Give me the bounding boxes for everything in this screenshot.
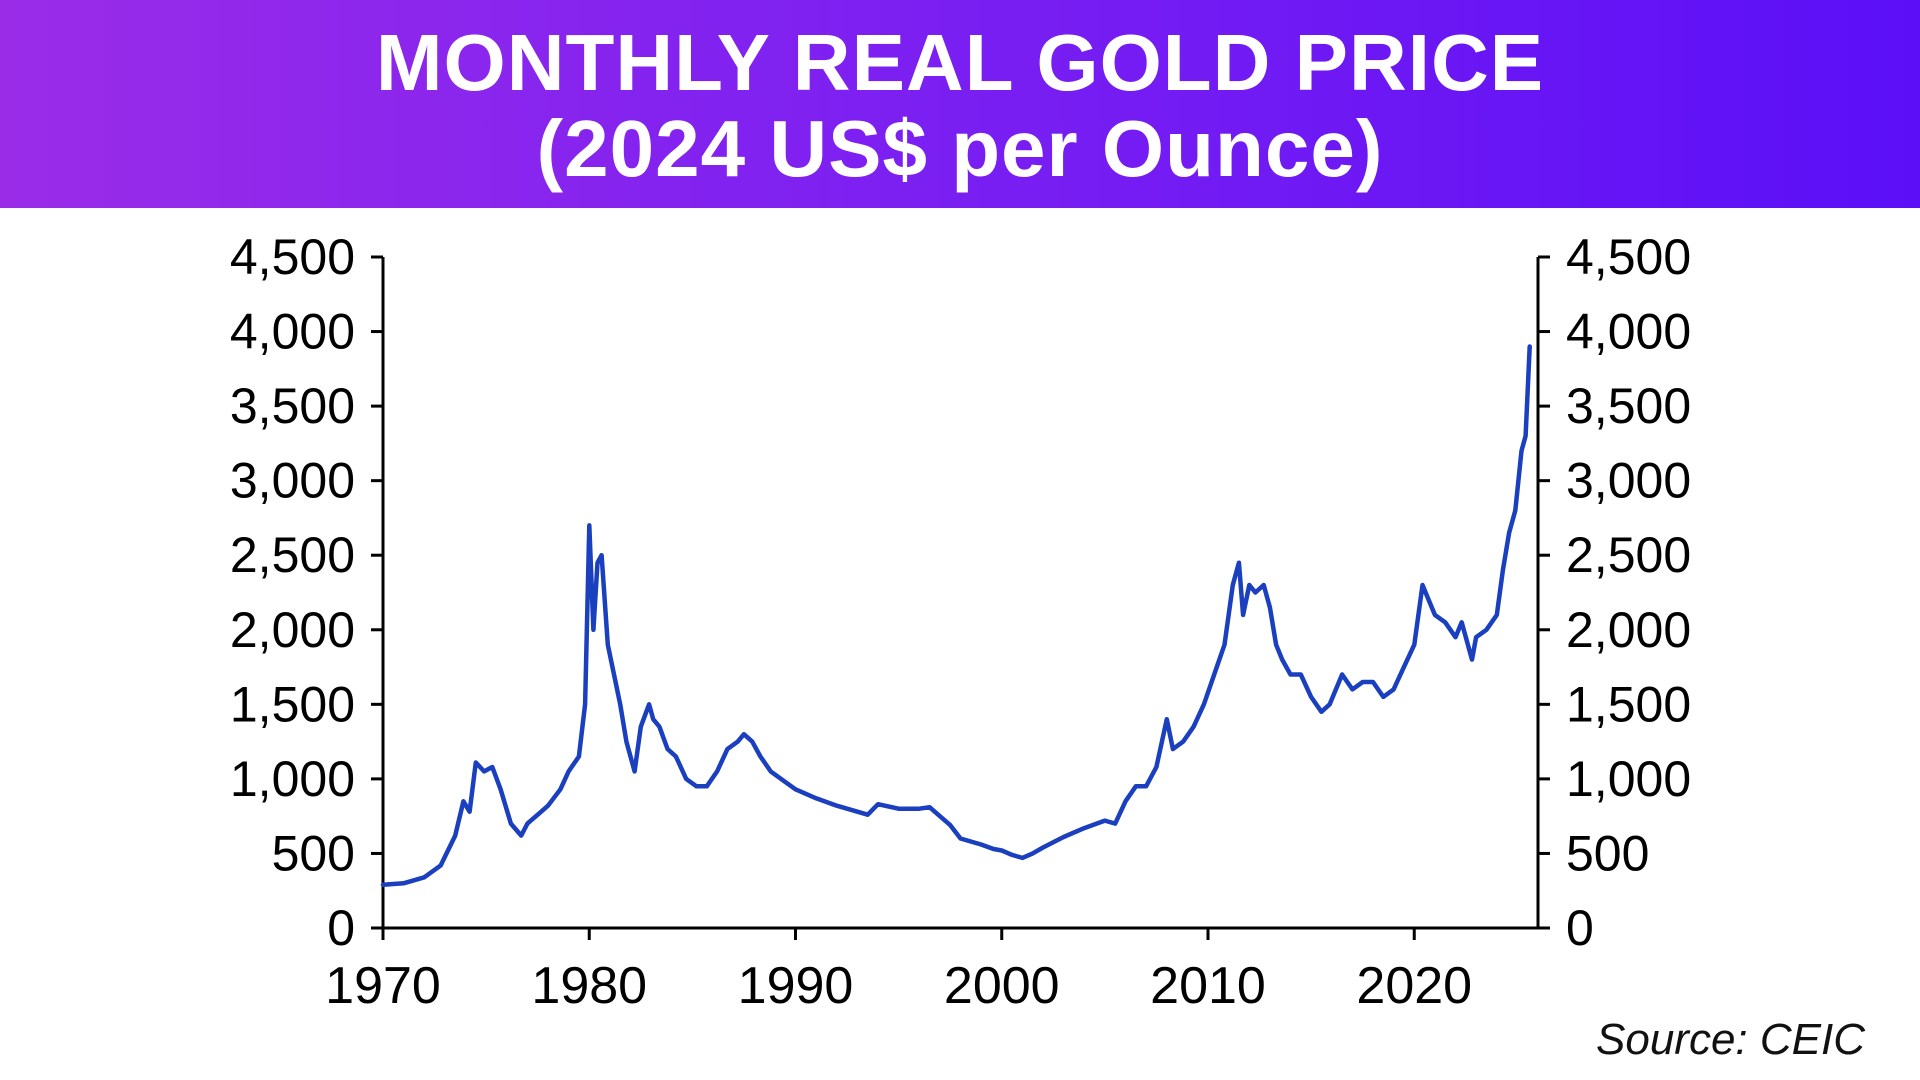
y-tick-label-right: 0 xyxy=(1566,900,1594,956)
y-tick-label-right: 1,500 xyxy=(1566,676,1691,732)
y-tick-label-left: 4,500 xyxy=(230,229,355,285)
x-tick-label: 2010 xyxy=(1150,957,1266,1015)
series-line-real-gold-price xyxy=(380,344,1532,888)
y-tick-label-left: 0 xyxy=(327,900,355,956)
chart-title-line2: (2024 US$ per Ounce) xyxy=(536,104,1384,193)
y-tick-label-right: 3,500 xyxy=(1566,378,1691,434)
y-tick-label-left: 1,500 xyxy=(230,676,355,732)
y-tick-label-right: 4,000 xyxy=(1566,304,1691,360)
y-tick-label-left: 3,000 xyxy=(230,453,355,509)
gold-price-chart: 0 0 500 500 1,000 1,000 1,500 1,500 2,000 2,000 2,… xyxy=(230,229,1691,1015)
title-banner: MONTHLY REAL GOLD PRICE (2024 US$ per Ou… xyxy=(0,0,1920,208)
x-tick-label: 2020 xyxy=(1356,957,1472,1015)
y-tick-label-right: 4,500 xyxy=(1566,229,1691,285)
y-tick-label-left: 500 xyxy=(272,825,355,881)
y-tick-label-right: 3,000 xyxy=(1566,453,1691,509)
y-tick-label-left: 4,000 xyxy=(230,304,355,360)
chart-title-line1: MONTHLY REAL GOLD PRICE xyxy=(375,18,1545,107)
y-tick-label-left: 3,500 xyxy=(230,378,355,434)
source-note: Source: CEIC xyxy=(1596,1015,1865,1064)
x-tick-label: 2000 xyxy=(944,957,1060,1015)
x-tick-label: 1990 xyxy=(738,957,854,1015)
y-tick-label-right: 2,000 xyxy=(1566,602,1691,658)
y-tick-label-right: 2,500 xyxy=(1566,527,1691,583)
x-tick-label: 1980 xyxy=(531,957,647,1015)
y-tick-label-left: 2,000 xyxy=(230,602,355,658)
y-tick-label-right: 500 xyxy=(1566,825,1649,881)
y-tick-label-left: 1,000 xyxy=(230,751,355,807)
x-tick-label: 1970 xyxy=(325,957,441,1015)
y-tick-label-right: 1,000 xyxy=(1566,751,1691,807)
y-tick-label-left: 2,500 xyxy=(230,527,355,583)
